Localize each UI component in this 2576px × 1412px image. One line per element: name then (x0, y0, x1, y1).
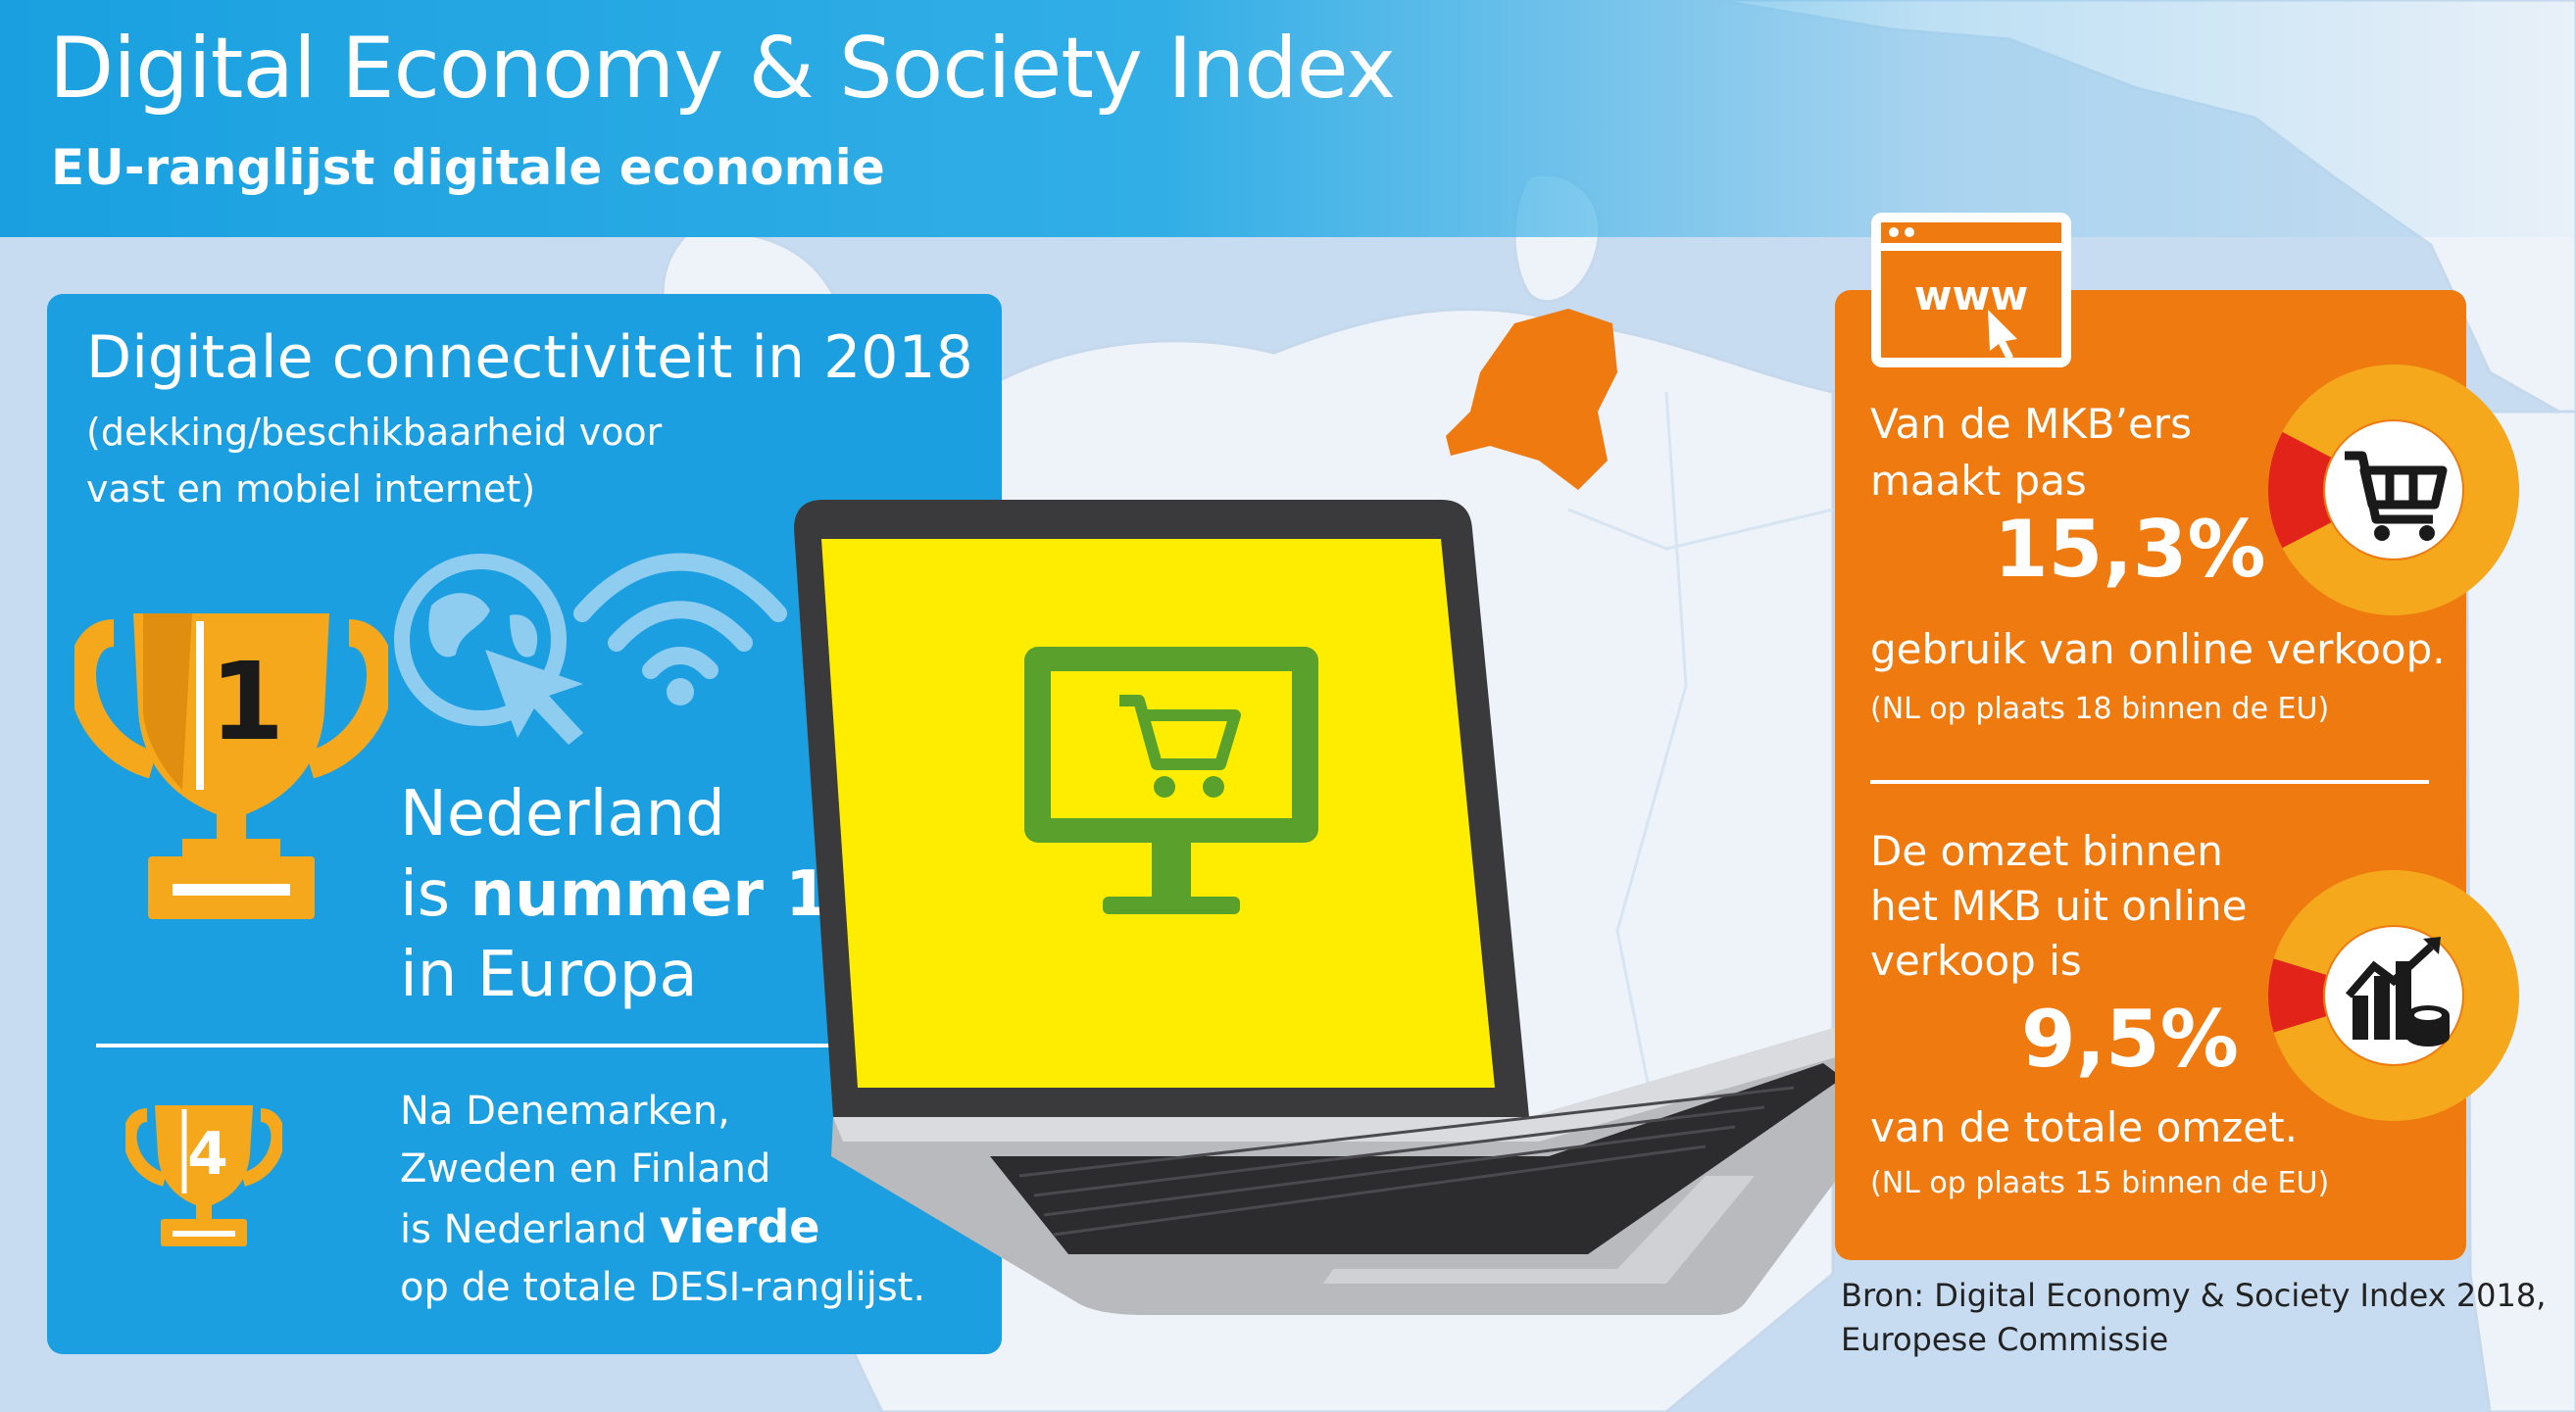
stat1-donut (2268, 365, 2519, 615)
source-line: Bron: Digital Economy & Society Index 20… (1841, 1277, 2547, 1314)
stat1-line: Van de MKB’ers (1870, 400, 2192, 448)
page-subtitle: EU-ranglijst digitale economie (51, 139, 885, 196)
stat2-line: van de totale omzet. (1870, 1103, 2298, 1151)
stat1-value: 15,3% (1994, 504, 2266, 595)
rank4-line: op de totale DESI-ranglijst. (400, 1265, 926, 1310)
rank4-line: is Nederland vierde (400, 1200, 820, 1253)
trophy-rank-4: 4 (187, 1120, 228, 1189)
monitor-cart-icon (1024, 647, 1318, 914)
rank1-highlight: nummer 1 (470, 858, 829, 931)
rank4-text: Na Denemarken, Zweden en Finland is Nede… (400, 1083, 925, 1317)
donut-segment (2268, 431, 2332, 549)
rank1-line: is nummer 1 (400, 858, 829, 931)
stat2-line: verkoop is (1870, 937, 2082, 985)
online-sales-panel: www Van de MKB’ers maakt pas 15,3% gebru… (1835, 213, 2519, 1260)
wifi-icon (573, 553, 787, 706)
stat1-line: gebruik van online verkoop. (1870, 625, 2446, 673)
source-line: Europese Commissie (1841, 1321, 2169, 1358)
laptop-illustration (794, 500, 1941, 1315)
stat1-line: maakt pas (1870, 457, 2087, 505)
shopping-cart-icon (2345, 451, 2448, 524)
small-trophy-icon: 4 (125, 1105, 282, 1246)
section-divider (1870, 780, 2429, 784)
browser-www-icon: www (1871, 213, 2071, 367)
rank4-line: Na Denemarken, (400, 1089, 730, 1134)
trophy-icon: 1 (74, 613, 388, 919)
globe-cursor-icon (394, 554, 583, 745)
stat1-note: (NL op plaats 18 binnen de EU) (1870, 692, 2330, 726)
revenue-chart-coins-icon (2345, 937, 2450, 1047)
rank1-line: in Europa (400, 939, 698, 1011)
page-title: Digital Economy & Society Index (49, 20, 1396, 118)
netherlands-shape (1446, 309, 1617, 490)
header-banner: Digital Economy & Society Index EU-rangl… (0, 0, 2576, 237)
trophy-rank-1: 1 (210, 639, 285, 764)
source-note: Bron: Digital Economy & Society Index 20… (1841, 1274, 2546, 1362)
rank1-line: Nederland (400, 778, 725, 851)
stat2-line: het MKB uit online (1870, 882, 2248, 930)
rank4-highlight: vierde (659, 1200, 820, 1253)
stat2-donut (2268, 870, 2519, 1121)
land-east (2464, 410, 2576, 1412)
stat2-note: (NL op plaats 15 binnen de EU) (1870, 1166, 2330, 1200)
www-label: www (1914, 271, 2028, 319)
section-divider (96, 1044, 968, 1047)
rank4-line: Zweden en Finland (400, 1146, 771, 1192)
connectivity-subheading: (dekking/beschikbaarheid voor vast en mo… (86, 404, 714, 517)
stat2-value: 9,5% (2021, 994, 2239, 1085)
rank1-text: Nederland is nummer 1 in Europa (400, 774, 829, 1015)
stat2-line: De omzet binnen (1870, 827, 2223, 875)
donut-segment (2268, 958, 2327, 1033)
connectivity-heading: Digitale connectiviteit in 2018 (86, 323, 973, 392)
subheading-line: (dekking/beschikbaarheid voor (86, 411, 663, 454)
subheading-line: vast en mobiel internet) (86, 467, 536, 511)
